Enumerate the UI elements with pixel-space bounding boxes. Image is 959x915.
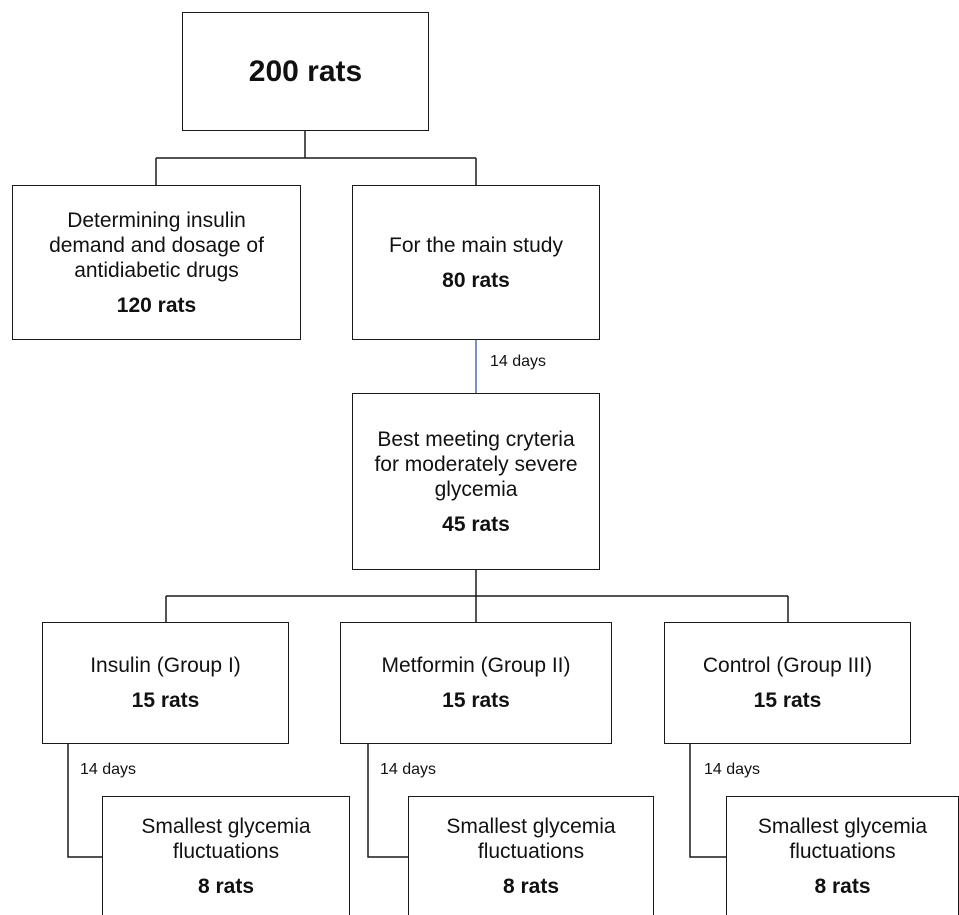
group-2-outcome-line-2: fluctuations [477, 839, 585, 863]
main-study-label: For the main study [389, 233, 563, 257]
group-2-interval-label: 14 days [380, 761, 437, 778]
group-1-outcome-line-1: Smallest glycemia [141, 814, 311, 838]
group-1-outcome-count: 8 rats [197, 874, 255, 898]
interval-label-main: 14 days [490, 353, 547, 370]
group-1-label: Insulin (Group I) [90, 654, 241, 677]
group-3-box: Control (Group III) 15 rats [664, 622, 911, 744]
root-count: 200 rats [248, 55, 363, 88]
group-2-box: Metformin (Group II) 15 rats [340, 622, 612, 744]
dosing-line-3: antidiabetic drugs [74, 258, 239, 282]
dosing-box: Determining insulin demand and dosage of… [12, 185, 301, 340]
dosing-count: 120 rats [116, 293, 197, 317]
group-3-outcome-box: Smallest glycemia fluctuations 8 rats [726, 796, 959, 915]
criteria-count: 45 rats [442, 512, 510, 536]
criteria-line-1: Best meeting cryteria [377, 427, 575, 451]
connector-group-3-outcome [689, 744, 726, 858]
group-2-count: 15 rats [442, 689, 510, 712]
group-1-interval-label: 14 days [80, 761, 137, 778]
group-1-outcome-line-2: fluctuations [172, 839, 280, 863]
criteria-line-3: glycemia [434, 477, 518, 501]
root-box: 200 rats [182, 12, 429, 131]
group-2-label: Metformin (Group II) [381, 654, 571, 677]
connector-group-1-outcome [67, 744, 102, 858]
group-3-outcome-line-2: fluctuations [789, 839, 896, 863]
criteria-box: Best meeting cryteria for moderately sev… [352, 393, 600, 570]
group-3-outcome-line-1: Smallest glycemia [757, 814, 928, 838]
main-study-count: 80 rats [442, 268, 510, 292]
group-3-interval-label: 14 days [704, 761, 761, 778]
group-1-outcome-box: Smallest glycemia fluctuations 8 rats [102, 796, 350, 915]
group-1-count: 15 rats [131, 689, 200, 712]
group-3-label: Control (Group III) [702, 654, 873, 677]
group-3-outcome-count: 8 rats [814, 874, 871, 898]
group-2-outcome-line-1: Smallest glycemia [446, 814, 616, 838]
dosing-line-1: Determining insulin [67, 208, 246, 232]
group-3-count: 15 rats [753, 689, 822, 712]
criteria-line-2: for moderately severe [374, 452, 578, 476]
group-2-outcome-box: Smallest glycemia fluctuations 8 rats [408, 796, 654, 915]
connector-group-2-outcome [367, 744, 408, 858]
group-2-outcome-count: 8 rats [502, 874, 560, 898]
dosing-line-2: demand and dosage of [49, 233, 264, 257]
main-study-box: For the main study 80 rats [352, 185, 600, 340]
group-1-box: Insulin (Group I) 15 rats [42, 622, 289, 744]
